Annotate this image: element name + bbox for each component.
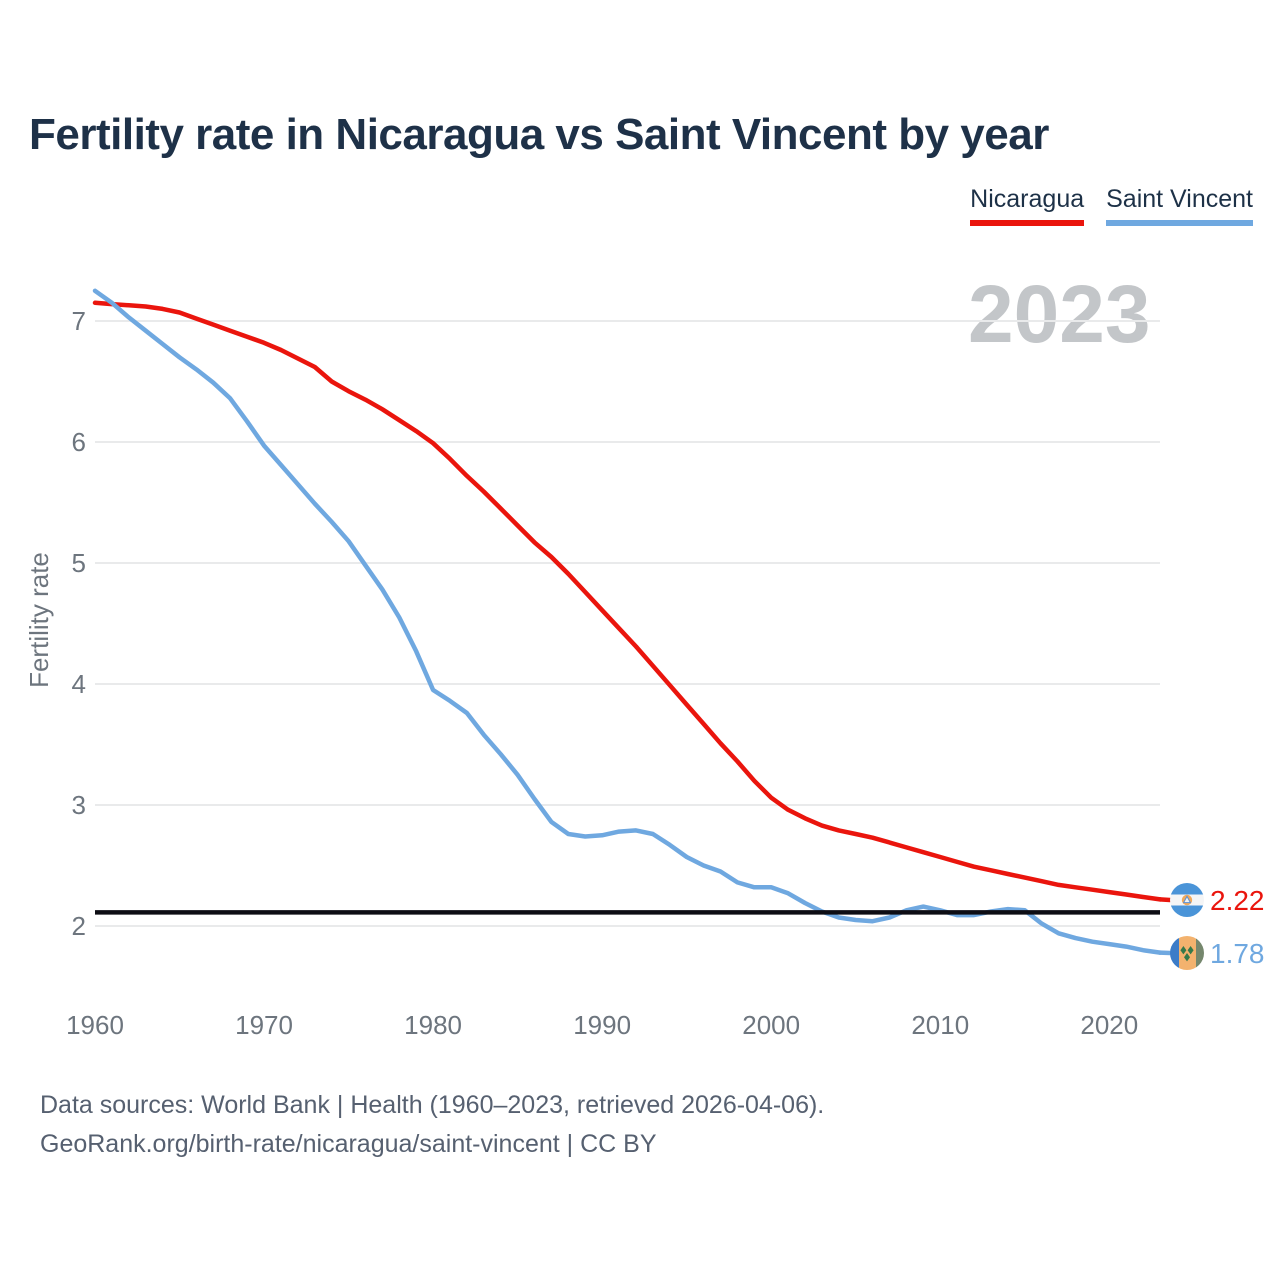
legend-item-nicaragua[interactable]: Nicaragua bbox=[970, 185, 1085, 226]
end-value-label-nicaragua: 2.22 bbox=[1210, 885, 1265, 916]
end-value-label-saint-vincent: 1.78 bbox=[1210, 938, 1265, 969]
x-tick-label-2010: 2010 bbox=[911, 1010, 969, 1040]
line-end-connector bbox=[1157, 897, 1173, 903]
page-title: Fertility rate in Nicaragua vs Saint Vin… bbox=[29, 110, 1049, 159]
x-tick-label-2020: 2020 bbox=[1080, 1010, 1138, 1040]
footer-data-sources: Data sources: World Bank | Health (1960–… bbox=[40, 1091, 825, 1119]
y-axis-title: Fertility rate bbox=[24, 552, 54, 688]
y-tick-label-7: 7 bbox=[72, 306, 86, 336]
x-tick-label-1980: 1980 bbox=[404, 1010, 462, 1040]
y-tick-label-4: 4 bbox=[72, 669, 86, 699]
x-tick-label-2000: 2000 bbox=[742, 1010, 800, 1040]
legend-item-saint-vincent[interactable]: Saint Vincent bbox=[1106, 185, 1253, 226]
chart-footer: Data sources: World Bank | Health (1960–… bbox=[40, 1086, 824, 1164]
y-tick-label-6: 6 bbox=[72, 427, 86, 457]
saint-vincent-line[interactable] bbox=[92, 288, 1163, 955]
y-tick-label-5: 5 bbox=[72, 548, 86, 578]
footer-attribution: GeoRank.org/birth-rate/nicaragua/saint-v… bbox=[40, 1130, 657, 1158]
x-tick-label-1990: 1990 bbox=[573, 1010, 631, 1040]
y-tick-label-3: 3 bbox=[72, 790, 86, 820]
x-tick-label-1960: 1960 bbox=[66, 1010, 124, 1040]
nicaragua-line[interactable] bbox=[92, 300, 1163, 902]
x-tick-label-1970: 1970 bbox=[235, 1010, 293, 1040]
saint-vincent-flag-icon bbox=[1170, 936, 1204, 970]
y-tick-label-2: 2 bbox=[72, 911, 86, 941]
year-watermark: 2023 bbox=[968, 269, 1151, 360]
legend: Nicaragua Saint Vincent bbox=[970, 185, 1253, 226]
nicaragua-flag-icon bbox=[1170, 883, 1204, 917]
